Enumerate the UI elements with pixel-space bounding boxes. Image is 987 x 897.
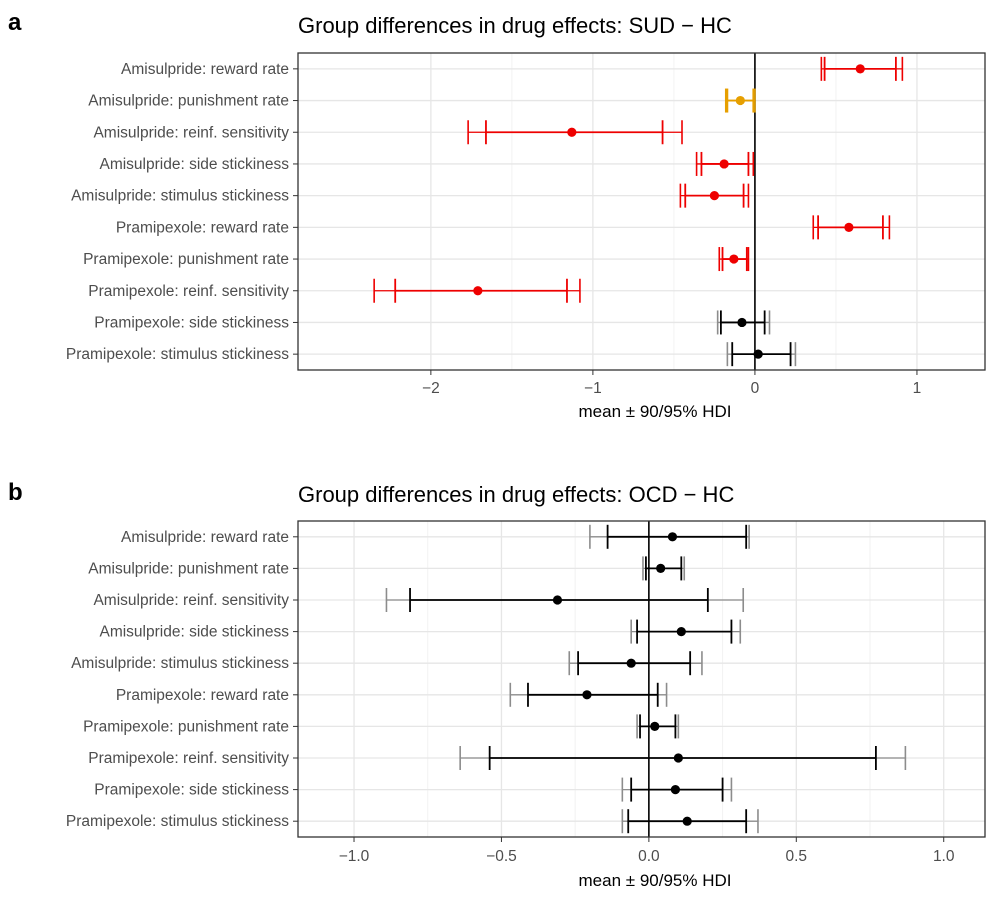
row-label: Amisulpride: reward rate bbox=[121, 529, 289, 546]
mean-point bbox=[682, 816, 692, 826]
row-label: Pramipexole: side stickiness bbox=[94, 782, 289, 799]
row-label: Pramipexole: punishment rate bbox=[83, 251, 289, 268]
mean-point bbox=[753, 349, 763, 359]
mean-point bbox=[719, 159, 729, 169]
mean-point bbox=[729, 254, 739, 264]
panel-border bbox=[297, 520, 986, 838]
row-label: Amisulpride: reinf. sensitivity bbox=[93, 592, 289, 609]
mean-point bbox=[656, 563, 666, 574]
panel-b-plot-area: −1.0 −0.5 0.0 0.5 1.0 Amisulpride: reward rat… bbox=[66, 520, 986, 865]
panel-a: a −2 −1 0 1 Amisulpride: reward rate Amisulpr… bbox=[8, 9, 986, 421]
mean-point bbox=[473, 286, 483, 296]
panel-letter-a: a bbox=[8, 9, 22, 36]
plot-background bbox=[298, 53, 985, 370]
row-label: Amisulpride: punishment rate bbox=[88, 93, 289, 110]
mean-point bbox=[667, 532, 678, 542]
mean-point bbox=[567, 127, 577, 137]
row-label: Pramipexole: side stickiness bbox=[94, 314, 289, 331]
row-label: Pramipexole: reward rate bbox=[116, 687, 289, 704]
panel-a-x-axis-label: mean ± 90/95% HDI bbox=[579, 402, 732, 421]
row-label: Pramipexole: reinf. sensitivity bbox=[88, 750, 289, 767]
row-label: Pramipexole: reinf. sensitivity bbox=[88, 283, 289, 300]
mean-point bbox=[737, 317, 747, 328]
row-label: Pramipexole: stimulus stickiness bbox=[66, 346, 289, 363]
mean-point bbox=[582, 690, 592, 700]
mean-point bbox=[626, 658, 636, 668]
x-tick-label: −1 bbox=[584, 380, 602, 397]
x-tick-label: −2 bbox=[422, 380, 440, 397]
mean-point bbox=[844, 222, 854, 232]
row-label: Amisulpride: reward rate bbox=[121, 61, 289, 78]
row-label: Pramipexole: punishment rate bbox=[83, 718, 289, 735]
panel-border bbox=[297, 52, 986, 371]
mean-point bbox=[735, 95, 745, 106]
x-tick-label: −0.5 bbox=[486, 848, 517, 865]
panel-a-plot-area: −2 −1 0 1 Amisulpride: reward rate Amisulprid… bbox=[66, 52, 986, 397]
panel-letter-b: b bbox=[8, 479, 23, 506]
x-tick-label: 0.5 bbox=[786, 848, 808, 865]
panel-a-title: Group differences in drug effects: SUD −… bbox=[298, 13, 732, 38]
mean-point bbox=[673, 753, 683, 763]
mean-point bbox=[676, 627, 686, 637]
row-label: Amisulpride: side stickiness bbox=[99, 624, 289, 641]
row-label: Amisulpride: side stickiness bbox=[99, 156, 289, 173]
row-label: Amisulpride: punishment rate bbox=[88, 560, 289, 577]
row-label: Amisulpride: stimulus stickiness bbox=[71, 188, 289, 205]
row-label: Pramipexole: reward rate bbox=[116, 219, 289, 236]
x-tick-label: −1.0 bbox=[339, 848, 370, 865]
row-label: Pramipexole: stimulus stickiness bbox=[66, 813, 289, 830]
panel-b: b −1.0 −0.5 0.0 0.5 1.0 Amisulpride: reward r… bbox=[8, 479, 986, 890]
row-label: Amisulpride: reinf. sensitivity bbox=[93, 124, 289, 141]
mean-point bbox=[855, 64, 865, 74]
mean-point bbox=[552, 595, 563, 605]
mean-point bbox=[670, 785, 681, 795]
x-tick-label: 1.0 bbox=[933, 848, 955, 865]
panel-b-x-axis-label: mean ± 90/95% HDI bbox=[579, 871, 732, 890]
mean-point bbox=[650, 721, 660, 732]
panel-b-title: Group differences in drug effects: OCD −… bbox=[298, 482, 734, 507]
x-tick-label: 0 bbox=[751, 380, 760, 397]
mean-point bbox=[709, 191, 720, 201]
x-tick-label: 0.0 bbox=[638, 848, 660, 865]
x-tick-label: 1 bbox=[913, 380, 922, 397]
row-label: Amisulpride: stimulus stickiness bbox=[71, 655, 289, 672]
